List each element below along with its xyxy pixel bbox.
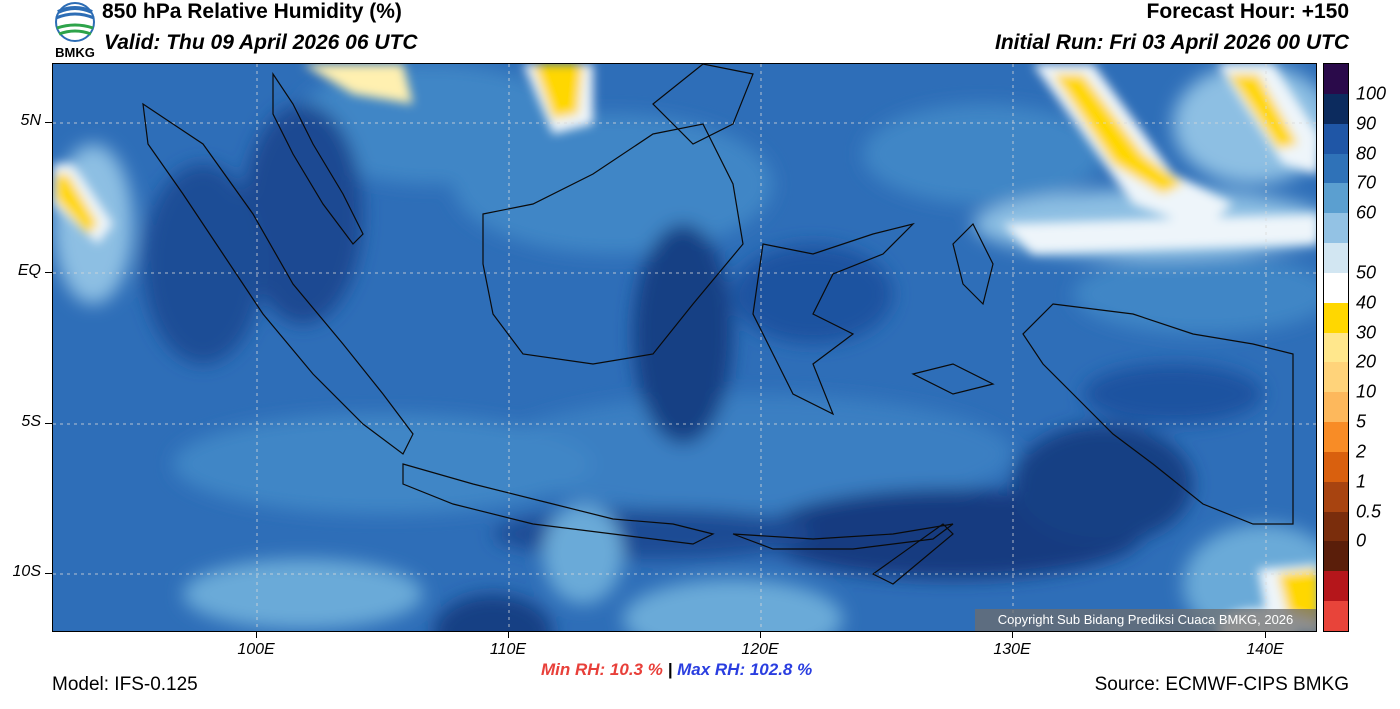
lat-label-5s: 5S [21, 413, 41, 430]
colorbar-segment [1324, 183, 1348, 214]
colorbar-segment [1324, 93, 1348, 125]
colorbar-label: 10 [1356, 381, 1377, 402]
colorbar-label: 40 [1356, 292, 1377, 313]
page-title: 850 hPa Relative Humidity (%) [102, 0, 402, 23]
rh-stats: Min RH: 10.3 % | Max RH: 102.8 % [541, 660, 812, 680]
bmkg-logo-icon: BMKG [55, 2, 95, 60]
colorbar-segment [1324, 392, 1348, 423]
colorbar-segment [1324, 64, 1348, 95]
lon-label-100e: 100E [237, 641, 275, 658]
colorbar-label: 2 [1356, 441, 1367, 462]
lat-tick [45, 423, 52, 424]
colorbar-segment [1324, 571, 1348, 602]
lat-label-eq: EQ [17, 262, 41, 279]
colorbar-segment [1324, 153, 1348, 184]
lat-label-5n: 5N [20, 112, 41, 129]
humidity-map-canvas [53, 64, 1316, 631]
colorbar-segment [1324, 213, 1348, 244]
colorbar-label: 80 [1356, 143, 1377, 164]
colorbar-label: 0 [1356, 530, 1367, 551]
colorbar-segment [1324, 481, 1348, 513]
lon-label-130e: 130E [993, 641, 1031, 658]
colorbar-segment [1324, 362, 1348, 393]
lon-label-110e: 110E [489, 641, 527, 658]
lon-tick [760, 632, 761, 638]
colorbar-segment [1324, 451, 1348, 483]
colorbar-segment [1324, 422, 1348, 453]
colorbar-segment [1324, 302, 1348, 334]
colorbar-label: 60 [1356, 202, 1377, 223]
colorbar-label: 0.5 [1356, 501, 1382, 522]
colorbar-segment [1324, 243, 1348, 274]
lat-tick [45, 573, 52, 574]
copyright-notice: Copyright Sub Bidang Prediksi Cuaca BMKG… [975, 609, 1316, 631]
colorbar-segment [1324, 123, 1348, 154]
colorbar-segment [1324, 601, 1348, 632]
colorbar-segment [1324, 511, 1348, 542]
colorbar [1323, 63, 1349, 632]
lat-tick [45, 122, 52, 123]
colorbar-segment [1324, 332, 1348, 363]
colorbar-label: 70 [1356, 172, 1377, 193]
colorbar-label: 50 [1356, 262, 1377, 283]
colorbar-segment [1324, 541, 1348, 572]
colorbar-label: 20 [1356, 351, 1377, 372]
lon-tick [508, 632, 509, 638]
lat-label-10s: 10S [12, 563, 41, 580]
logo-text: BMKG [55, 45, 95, 60]
valid-time: Valid: Thu 09 April 2026 06 UTC [104, 31, 418, 54]
colorbar-label: 5 [1356, 411, 1367, 432]
lon-tick [1012, 632, 1013, 638]
stats-separator: | [667, 660, 673, 679]
colorbar-segment [1324, 272, 1348, 304]
lat-tick [45, 272, 52, 273]
lon-tick [256, 632, 257, 638]
initial-run: Initial Run: Fri 03 April 2026 00 UTC [995, 31, 1349, 54]
max-rh: Max RH: 102.8 % [677, 660, 813, 679]
min-rh: Min RH: 10.3 % [541, 660, 663, 679]
forecast-hour: Forecast Hour: +150 [1146, 0, 1350, 23]
colorbar-label: 1 [1356, 471, 1367, 492]
lon-tick [1265, 632, 1266, 638]
colorbar-label: 100 [1356, 83, 1387, 104]
lon-label-120e: 120E [741, 641, 779, 658]
model-label: Model: IFS-0.125 [52, 674, 198, 695]
source-label: Source: ECMWF-CIPS BMKG [1094, 674, 1349, 695]
bmkg-logo: BMKG [50, 0, 100, 60]
lon-label-140e: 140E [1246, 641, 1284, 658]
colorbar-label: 30 [1356, 322, 1377, 343]
humidity-map [52, 63, 1317, 632]
coastlines [142, 64, 1294, 585]
colorbar-label: 90 [1356, 113, 1377, 134]
